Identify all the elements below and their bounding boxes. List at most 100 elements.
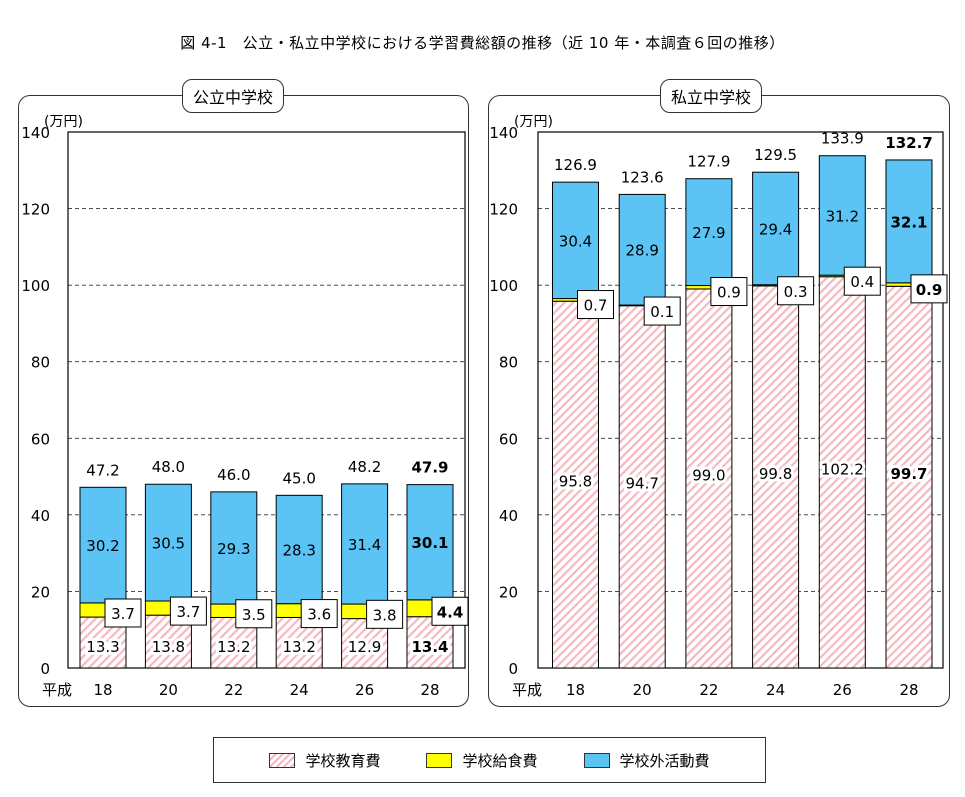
private-x-tick-label: 24 bbox=[766, 681, 785, 699]
public-lunch-label: 3.7 bbox=[111, 605, 135, 623]
private-lunch-label: 0.1 bbox=[650, 303, 674, 321]
private-bar-extracurricular bbox=[752, 171, 800, 286]
public-bar-extracurricular bbox=[79, 486, 127, 604]
public-bar-extracurricular bbox=[341, 483, 389, 605]
private-education-label: 94.7 bbox=[625, 475, 658, 493]
public-lunch-label: 3.7 bbox=[176, 603, 200, 621]
public-education-label: 13.2 bbox=[217, 638, 250, 656]
legend-item-education: 学校教育費 bbox=[269, 750, 380, 771]
public-education-label: 13.4 bbox=[411, 638, 448, 656]
public-extracurricular-label: 30.1 bbox=[411, 534, 448, 552]
page-title: 図 4-1 公立・私立中学校における学習費総額の推移（近 10 年・本調査６回の… bbox=[180, 34, 785, 52]
private-bar-education bbox=[885, 285, 933, 669]
private-y-tick-label: 100 bbox=[489, 277, 518, 295]
public-bar-extracurricular bbox=[406, 484, 454, 601]
private-extracurricular-label: 28.9 bbox=[625, 242, 658, 260]
public-lunch-label: 3.5 bbox=[242, 606, 266, 624]
public-y-tick-label: 80 bbox=[31, 354, 50, 372]
private-total-label: 126.9 bbox=[554, 156, 597, 174]
private-bar-extracurricular bbox=[818, 155, 866, 276]
public-x-tick-label: 24 bbox=[290, 681, 309, 699]
public-x-axis-label: 平成 bbox=[42, 681, 72, 699]
public-y-tick-label: 100 bbox=[21, 277, 50, 295]
private-lunch-label: 0.9 bbox=[916, 281, 943, 299]
private-lunch-label-box bbox=[843, 266, 881, 296]
private-bar-extracurricular bbox=[685, 178, 733, 287]
public-education-label: 13.3 bbox=[86, 638, 119, 656]
private-y-tick-label: 0 bbox=[508, 660, 518, 678]
private-lunch-label: 0.3 bbox=[784, 283, 808, 301]
private-lunch-label-box bbox=[777, 276, 815, 306]
public-x-tick-label: 28 bbox=[420, 681, 439, 699]
private-bar-education bbox=[685, 288, 733, 669]
private-x-tick-label: 18 bbox=[566, 681, 585, 699]
private-total-label: 132.7 bbox=[885, 134, 932, 152]
public-extracurricular-label: 30.5 bbox=[152, 535, 185, 553]
private-education-label: 99.8 bbox=[759, 465, 792, 483]
private-x-tick-label: 20 bbox=[633, 681, 652, 699]
public-lunch-label-box bbox=[431, 596, 469, 626]
private-education-label: 99.0 bbox=[692, 466, 725, 484]
private-y-tick-label: 140 bbox=[489, 124, 518, 142]
public-x-tick-label: 22 bbox=[224, 681, 243, 699]
legend-swatch-extracurricular bbox=[583, 752, 610, 768]
public-education-label: 12.9 bbox=[348, 638, 381, 656]
public-total-label: 47.2 bbox=[86, 461, 119, 479]
private-bar-education bbox=[618, 304, 666, 669]
private-lunch-label: 0.4 bbox=[850, 273, 874, 291]
public-bar-extracurricular bbox=[210, 491, 258, 605]
public-y-tick-label: 60 bbox=[31, 430, 50, 448]
public-lunch-label: 3.6 bbox=[307, 606, 331, 624]
public-extracurricular-label: 28.3 bbox=[282, 542, 315, 560]
private-education-label: 102.2 bbox=[821, 460, 864, 478]
public-y-unit-label: (万円) bbox=[44, 114, 83, 130]
public-bar-extracurricular bbox=[144, 483, 192, 602]
private-bar-extracurricular bbox=[618, 193, 666, 306]
private-lunch-label-box bbox=[577, 290, 614, 320]
private-extracurricular-label: 29.4 bbox=[759, 220, 792, 238]
public-extracurricular-label: 31.4 bbox=[348, 536, 381, 554]
public-lunch-label-box bbox=[169, 596, 207, 626]
public-x-tick-label: 18 bbox=[93, 681, 112, 699]
public-total-label: 48.2 bbox=[348, 458, 381, 476]
private-education-label: 99.7 bbox=[890, 465, 927, 483]
legend-label-lunch: 学校給食費 bbox=[462, 751, 538, 770]
public-lunch-label-box bbox=[300, 599, 338, 629]
public-lunch-label: 3.8 bbox=[373, 606, 397, 624]
private-x-tick-label: 26 bbox=[833, 681, 852, 699]
public-y-tick-label: 40 bbox=[31, 507, 50, 525]
legend-label-education: 学校教育費 bbox=[305, 751, 381, 770]
public-education-label: 13.8 bbox=[152, 638, 185, 656]
public-y-tick-label: 0 bbox=[40, 660, 50, 678]
private-y-tick-label: 40 bbox=[499, 507, 518, 525]
public-school-title: 公立中学校 bbox=[182, 79, 285, 113]
private-x-tick-label: 22 bbox=[699, 681, 718, 699]
public-lunch-label-box bbox=[104, 598, 142, 628]
private-total-label: 123.6 bbox=[621, 168, 664, 186]
legend-swatch-lunch bbox=[426, 752, 453, 768]
private-y-unit-label: (万円) bbox=[514, 114, 553, 130]
public-plot-area bbox=[67, 131, 466, 669]
private-extracurricular-label: 30.4 bbox=[559, 232, 592, 250]
private-lunch-label: 0.7 bbox=[584, 297, 608, 315]
public-total-label: 48.0 bbox=[152, 458, 185, 476]
public-total-label: 45.0 bbox=[282, 469, 315, 487]
public-extracurricular-label: 30.2 bbox=[86, 537, 119, 555]
legend-item-extracurricular: 学校外活動費 bbox=[583, 750, 710, 771]
private-lunch-label-box bbox=[643, 296, 681, 326]
public-total-label: 46.0 bbox=[217, 466, 250, 484]
public-bar-extracurricular bbox=[275, 494, 323, 605]
private-x-axis-label: 平成 bbox=[512, 681, 542, 699]
legend-item-lunch: 学校給食費 bbox=[426, 750, 538, 771]
private-y-tick-label: 120 bbox=[489, 201, 518, 219]
public-lunch-label: 4.4 bbox=[437, 603, 464, 621]
public-lunch-label-box bbox=[235, 599, 273, 629]
private-extracurricular-label: 32.1 bbox=[890, 213, 927, 231]
private-total-label: 127.9 bbox=[687, 153, 730, 171]
private-lunch-label-box bbox=[710, 277, 748, 307]
private-extracurricular-label: 27.9 bbox=[692, 224, 725, 242]
private-bar-extracurricular bbox=[885, 159, 933, 284]
private-bar-education bbox=[552, 300, 599, 669]
